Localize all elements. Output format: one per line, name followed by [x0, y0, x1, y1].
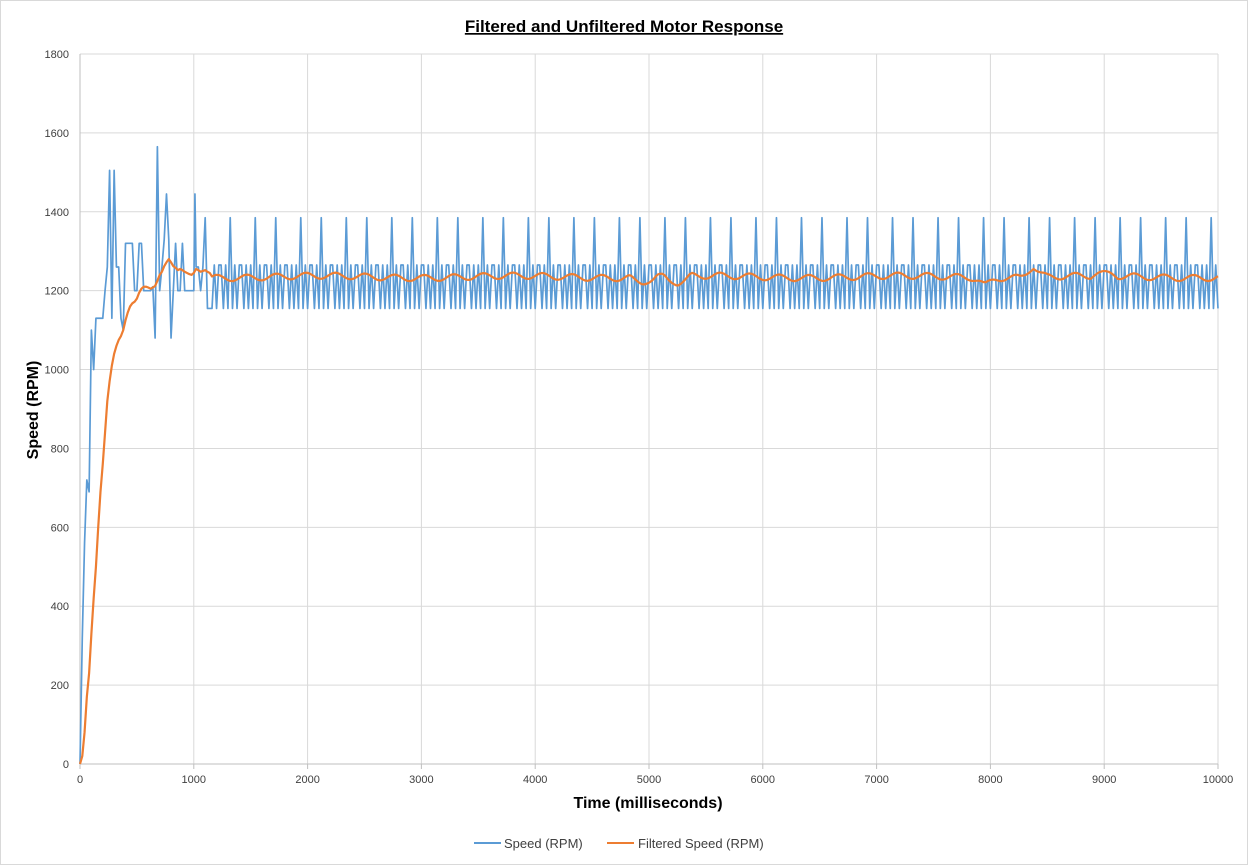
y-axis-title: Speed (RPM) [25, 361, 42, 460]
y-tick-label: 1200 [45, 286, 69, 298]
y-tick-label: 800 [51, 443, 69, 455]
x-tick-labels: 0 1000 2000 3000 4000 5000 6000 7000 8000 9000 100… [77, 774, 1233, 786]
legend-label-speed: Speed (RPM) [504, 836, 583, 851]
x-tick-label: 6000 [751, 774, 775, 786]
legend-item-filtered-speed[interactable]: Filtered Speed (RPM) [607, 836, 764, 851]
series-line-speed [79, 145, 1219, 765]
x-tick-label: 9000 [1092, 774, 1116, 786]
x-tick-label: 2000 [295, 774, 319, 786]
chart-title: Filtered and Unfiltered Motor Response [465, 17, 783, 36]
y-tick-label: 1000 [45, 365, 69, 377]
x-tick-label: 7000 [864, 774, 888, 786]
grid-layer [79, 53, 1219, 765]
y-tick-label: 0 [63, 759, 69, 771]
y-tick-labels: 0 200 400 600 800 1000 1200 1400 1600 1800 [45, 49, 69, 771]
legend-item-speed[interactable]: Speed (RPM) [474, 836, 583, 851]
legend-label-filtered-speed: Filtered Speed (RPM) [638, 836, 764, 851]
y-tick-label: 1400 [45, 207, 69, 219]
x-tick-label: 10000 [1203, 774, 1234, 786]
x-tick-label: 1000 [182, 774, 206, 786]
x-tick-label: 4000 [523, 774, 547, 786]
legend: Speed (RPM) Filtered Speed (RPM) [474, 836, 764, 851]
x-tick-label: 0 [77, 774, 83, 786]
x-tick-label: 3000 [409, 774, 433, 786]
axis-layer [79, 54, 1219, 769]
series-line-filtered-speed [78, 258, 1219, 765]
x-tick-label: 8000 [978, 774, 1002, 786]
x-tick-label: 5000 [637, 774, 661, 786]
y-tick-label: 400 [51, 601, 69, 613]
y-tick-label: 1800 [45, 49, 69, 61]
series-layer [78, 145, 1219, 765]
x-axis-title: Time (milliseconds) [573, 795, 722, 812]
y-tick-label: 1600 [45, 128, 69, 140]
y-tick-label: 200 [51, 680, 69, 692]
y-tick-label: 600 [51, 522, 69, 534]
